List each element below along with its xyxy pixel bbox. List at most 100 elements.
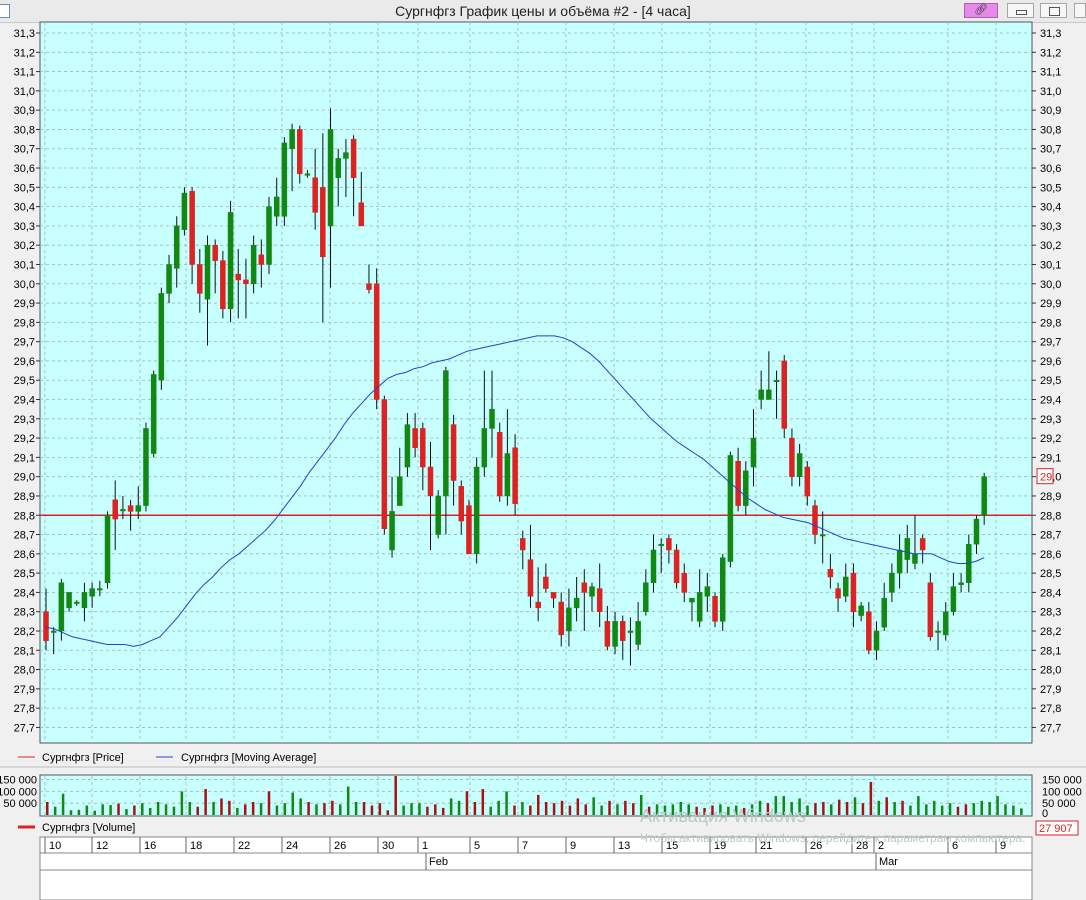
volume-bar <box>719 804 722 815</box>
volume-bar <box>418 803 421 815</box>
date-tick-label: 18 <box>190 840 202 852</box>
candle-body <box>796 453 803 477</box>
volume-bar <box>956 806 960 815</box>
y-tick-label-left: 29,3 <box>14 414 35 426</box>
volume-bar <box>521 802 524 815</box>
link-button[interactable]: 🔗︎ <box>964 3 998 18</box>
date-tick-label: 26 <box>334 840 346 852</box>
y-tick-label-right: 29,8 <box>1040 317 1061 329</box>
candle-body <box>166 264 172 294</box>
app-icon[interactable] <box>0 4 10 18</box>
candle-body <box>435 495 441 535</box>
volume-bar <box>251 802 255 815</box>
y-tick-label-right: 28,3 <box>1040 607 1061 619</box>
y-tick-label-right: 27,7 <box>1040 722 1061 734</box>
volume-bar <box>727 806 730 815</box>
volume-bar <box>307 802 310 815</box>
minimize-button[interactable] <box>1007 3 1034 18</box>
volume-bar <box>473 802 477 815</box>
date-tick-label: 19 <box>714 840 726 852</box>
volume-bar <box>560 800 564 815</box>
y-tick-label-right: 28,0 <box>1040 665 1061 677</box>
candle-body <box>443 370 449 497</box>
candle-body <box>220 260 226 310</box>
candle-body <box>658 543 664 546</box>
last-price-label: 29 <box>1040 472 1052 484</box>
y-tick-label-left: 29,7 <box>14 337 35 349</box>
y-tick-label-left: 29,2 <box>14 433 35 445</box>
date-tick-label: 30 <box>382 840 394 852</box>
candle-body <box>858 605 864 616</box>
candle-body <box>235 273 241 281</box>
y-tick-label-right: 30,4 <box>1040 202 1061 214</box>
candle-body <box>735 460 741 506</box>
candle-body <box>835 588 841 599</box>
candle-body <box>312 177 318 213</box>
candle-body <box>673 549 680 584</box>
y-tick-label-right: 30,0 <box>1040 279 1061 291</box>
volume-bar <box>853 797 857 815</box>
volume-bar <box>766 803 770 815</box>
volume-bar <box>845 802 849 815</box>
vol-tick-label-left: 50 000 <box>3 798 37 810</box>
volume-bar <box>806 805 809 815</box>
volume-bar <box>600 805 603 815</box>
candle-body <box>812 505 818 535</box>
volume-bar <box>980 800 983 815</box>
candle-body <box>266 206 272 265</box>
y-tick-label-right: 30,1 <box>1040 259 1061 271</box>
volume-bar <box>386 810 390 815</box>
window-titlebar: Сургнфгз График цены и объёма #2 - [4 ча… <box>0 0 1086 23</box>
date-tick-label: 16 <box>144 840 156 852</box>
date-tick-label: 1 <box>422 840 428 852</box>
volume-bar <box>220 798 223 815</box>
candle-body <box>412 428 418 448</box>
vol-tick-label-right: 50 000 <box>1042 798 1076 810</box>
volume-bar <box>632 803 635 815</box>
y-tick-label-left: 30,9 <box>14 105 35 117</box>
candles <box>43 108 987 666</box>
candle-body <box>396 476 403 506</box>
y-tick-label-right: 29,4 <box>1040 395 1061 407</box>
ma-legend-label: Сургнфгз [Moving Average] <box>181 752 316 764</box>
candle-body <box>473 466 480 555</box>
candle-body <box>504 453 511 497</box>
y-tick-label-left: 30,6 <box>14 163 35 175</box>
volume-bar <box>109 805 112 815</box>
volume-bar <box>837 799 841 815</box>
volume-bar <box>671 804 675 815</box>
candle-body <box>827 569 834 578</box>
y-tick-label-right: 28,9 <box>1040 491 1061 503</box>
candle-body <box>627 630 634 633</box>
volume-bar <box>291 792 294 815</box>
volume-bar <box>46 802 49 815</box>
candle-body <box>366 283 372 290</box>
volume-bar <box>877 800 881 815</box>
volume-bar <box>77 809 81 815</box>
y-tick-label-right: 30,2 <box>1040 240 1061 252</box>
volume-bar <box>624 800 627 815</box>
date-tick-label: 22 <box>238 840 250 852</box>
candle-body <box>250 244 257 285</box>
volume-bar <box>782 796 785 815</box>
candle-body <box>212 244 218 261</box>
candle-body <box>81 592 88 609</box>
volume-bar <box>196 806 199 815</box>
volume-bar <box>164 804 168 815</box>
candle-body <box>973 518 980 545</box>
candle-body <box>89 588 95 597</box>
y-tick-label-left: 28,0 <box>14 665 35 677</box>
y-tick-label-right: 30,9 <box>1040 105 1061 117</box>
maximize-button[interactable] <box>1040 3 1067 18</box>
candle-body <box>604 621 611 647</box>
volume-bar <box>370 805 374 815</box>
candle-body <box>350 138 357 178</box>
volume-bar <box>576 798 580 815</box>
volume-bar <box>798 798 801 815</box>
date-tick-label: 2 <box>878 840 884 852</box>
candle-body <box>981 476 987 516</box>
candle-body <box>643 582 649 612</box>
